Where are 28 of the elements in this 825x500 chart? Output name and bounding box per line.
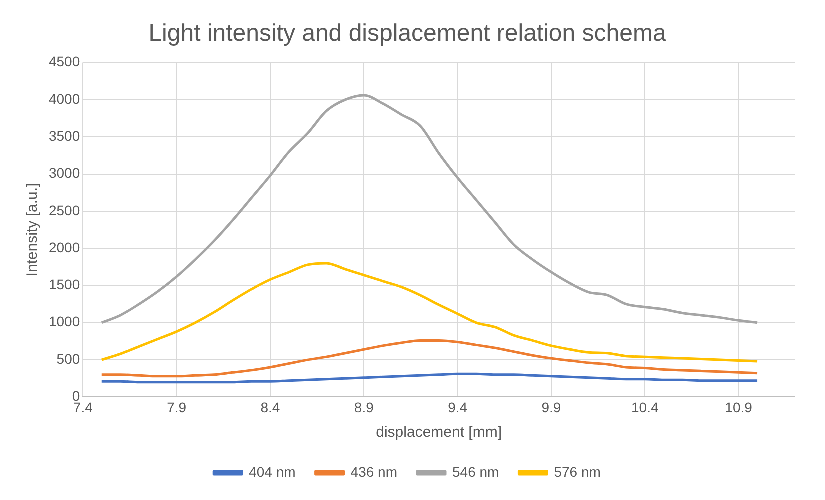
y-tick-label: 3000: [48, 165, 80, 182]
x-tick-label: 9.9: [542, 399, 562, 416]
line-series: [100, 94, 759, 324]
x-tick-label: 8.9: [354, 399, 374, 416]
y-tick-label: 4500: [48, 54, 80, 70]
line-series: [100, 262, 759, 363]
y-tick-label: 3500: [48, 128, 80, 144]
x-axis-title: displacement [mm]: [376, 424, 502, 442]
y-tick-label: 2000: [48, 239, 80, 256]
y-tick-label: 4000: [48, 90, 80, 107]
x-tick-label: 7.9: [167, 399, 187, 416]
legend-label: 576 nm: [554, 464, 601, 480]
y-tick-label: 2500: [48, 202, 80, 218]
x-tick-label: 10.4: [632, 399, 659, 416]
y-tick-label: 500: [56, 350, 80, 367]
legend-label: 546 nm: [452, 464, 500, 480]
y-axis-title: Intensity [a.u.]: [24, 183, 42, 277]
line-series: [100, 372, 759, 384]
x-tick-label: 10.9: [725, 399, 753, 416]
y-tick-label: 1000: [48, 314, 80, 330]
chart-title: Light intensity and displacement relation schema: [148, 20, 667, 48]
y-tick-label: 0: [72, 388, 80, 404]
legend-label: 404 nm: [249, 464, 296, 480]
line-series: [100, 339, 759, 378]
legend-label: 436 nm: [350, 464, 398, 480]
x-tick-label: 8.4: [260, 399, 280, 416]
x-tick-label: 9.4: [448, 399, 468, 416]
y-tick-label: 1500: [48, 276, 80, 293]
